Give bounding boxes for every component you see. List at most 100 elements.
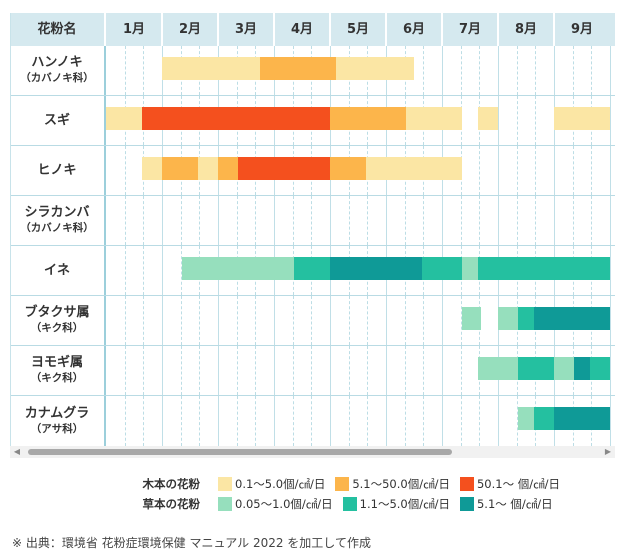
scroll-left-icon[interactable]: ◀ [13,447,21,456]
grid-line [535,46,537,95]
legend-wood: 木本の花粉 0.1～5.0個/㎠/日 5.1～50.0個/㎠/日 50.1～ 個… [124,476,570,492]
pollen-period-bar [478,357,518,380]
grid-line [292,296,294,345]
grid-line [367,396,369,446]
grid-line [292,196,294,245]
pollen-family: （アサ科） [30,422,84,435]
pollen-period-bar [498,307,518,330]
pollen-timeline [106,196,615,245]
grid-line [162,346,163,395]
pollen-period-bar [517,407,535,430]
grid-line [572,146,574,195]
grid-line [404,196,406,245]
grid-line [348,396,350,446]
grid-line [554,46,555,95]
grid-line [311,396,313,446]
month-header: 4月 [290,22,314,37]
grid-line [199,196,201,245]
grid-line [292,396,294,446]
pollen-name: スギ [43,112,70,128]
grid-line [404,346,406,395]
pollen-period-bar [293,257,330,280]
grid-line [143,46,145,95]
pollen-period-bar [366,157,462,180]
legend-grass-title: 草本の花粉 [142,497,201,511]
grid-line [199,396,201,446]
grid-line [330,196,331,245]
pollen-name: ヨモギ属 [30,355,83,370]
grid-line [386,396,387,446]
pollen-name-cell: スギ [10,96,106,145]
pollen-period-bar [461,257,479,280]
pollen-name-cell: ヨモギ属 （キク科） [10,346,106,395]
pollen-period-bar [517,357,554,380]
grid-line [274,346,275,395]
grid-line [180,396,182,446]
month-header-divider [553,13,555,46]
month-header: 2月 [178,22,202,37]
pollen-timeline [106,296,615,345]
grid-line [535,96,537,145]
grid-line [124,396,126,446]
pollen-name: イネ [43,262,70,278]
month-header-divider [161,13,163,46]
legend-grass-high-swatch [459,497,474,511]
legend-wood-low-label: 0.1～5.0個/㎠/日 [235,477,326,491]
legend-grass-mid-label: 1.1～5.0個/㎠/日 [359,497,450,511]
grid-line [516,396,518,446]
legend-grass-low-label: 0.05～1.0個/㎠/日 [235,497,333,511]
pollen-row: ハンノキ （カバノキ科） [10,46,615,96]
legend-wood-mid-swatch [335,477,350,491]
grid-line [255,346,257,395]
grid-line [236,196,238,245]
pollen-period-bar [260,57,336,80]
grid-line [404,296,406,345]
grid-line [498,46,499,95]
month-header: 5月 [346,22,370,37]
month-header-divider [385,13,387,46]
grid-line [610,96,611,145]
grid-line [348,296,350,345]
grid-line [124,246,126,295]
scroll-right-icon[interactable]: ▶ [604,447,612,456]
grid-line [460,296,462,345]
pollen-period-bar [422,257,462,280]
pollen-name: ヒノキ [37,162,77,178]
pollen-timeline [106,246,615,295]
calendar-header: 花粉名 1月 2月 3月 4月 5月 6月 7月 8月 9月 [10,13,615,46]
grid-line [442,346,443,395]
grid-line [442,396,443,446]
grid-line [460,46,462,95]
legend-wood-item: 0.1～5.0個/㎠/日 [218,476,325,492]
grid-line [180,296,182,345]
pollen-row: スギ [10,96,615,146]
grid-line [274,296,275,345]
pollen-period-bar [335,57,414,80]
pollen-period-bar [554,407,610,430]
grid-line [124,346,126,395]
grid-line [460,396,462,446]
legend-grass-item: 5.1～ 個/㎠/日 [459,496,553,512]
source-footnote: ※ 出典：環境省 花粉症環境保健 マニュアル 2022 を加工して作成 [12,536,371,550]
pollen-period-bar [237,157,330,180]
grid-line [255,296,257,345]
grid-line [236,396,238,446]
pollen-period-bar [162,57,260,80]
horizontal-scrollbar[interactable]: ◀ ▶ [10,446,615,458]
grid-line [535,196,537,245]
pollen-period-bar [590,357,610,380]
grid-line [460,196,462,245]
grid-line [386,296,387,345]
pollen-period-bar [534,407,554,430]
scrollbar-thumb[interactable] [28,449,452,455]
pollen-period-bar [517,307,535,330]
legend-wood-high-label: 50.1～ 個/㎠/日 [476,477,560,491]
pollen-timeline [106,346,615,395]
pollen-name: ブタクサ属 [24,305,90,320]
grid-line [554,196,555,245]
pollen-calendar-chart[interactable]: 花粉名 1月 2月 3月 4月 5月 6月 7月 8月 9月 ハンノキ （カバノキ科） スギ ヒノキシ… [0,0,623,460]
grid-line [311,296,313,345]
legend-wood-low-swatch [218,477,232,491]
grid-line [516,146,518,195]
grid-line [423,346,425,395]
